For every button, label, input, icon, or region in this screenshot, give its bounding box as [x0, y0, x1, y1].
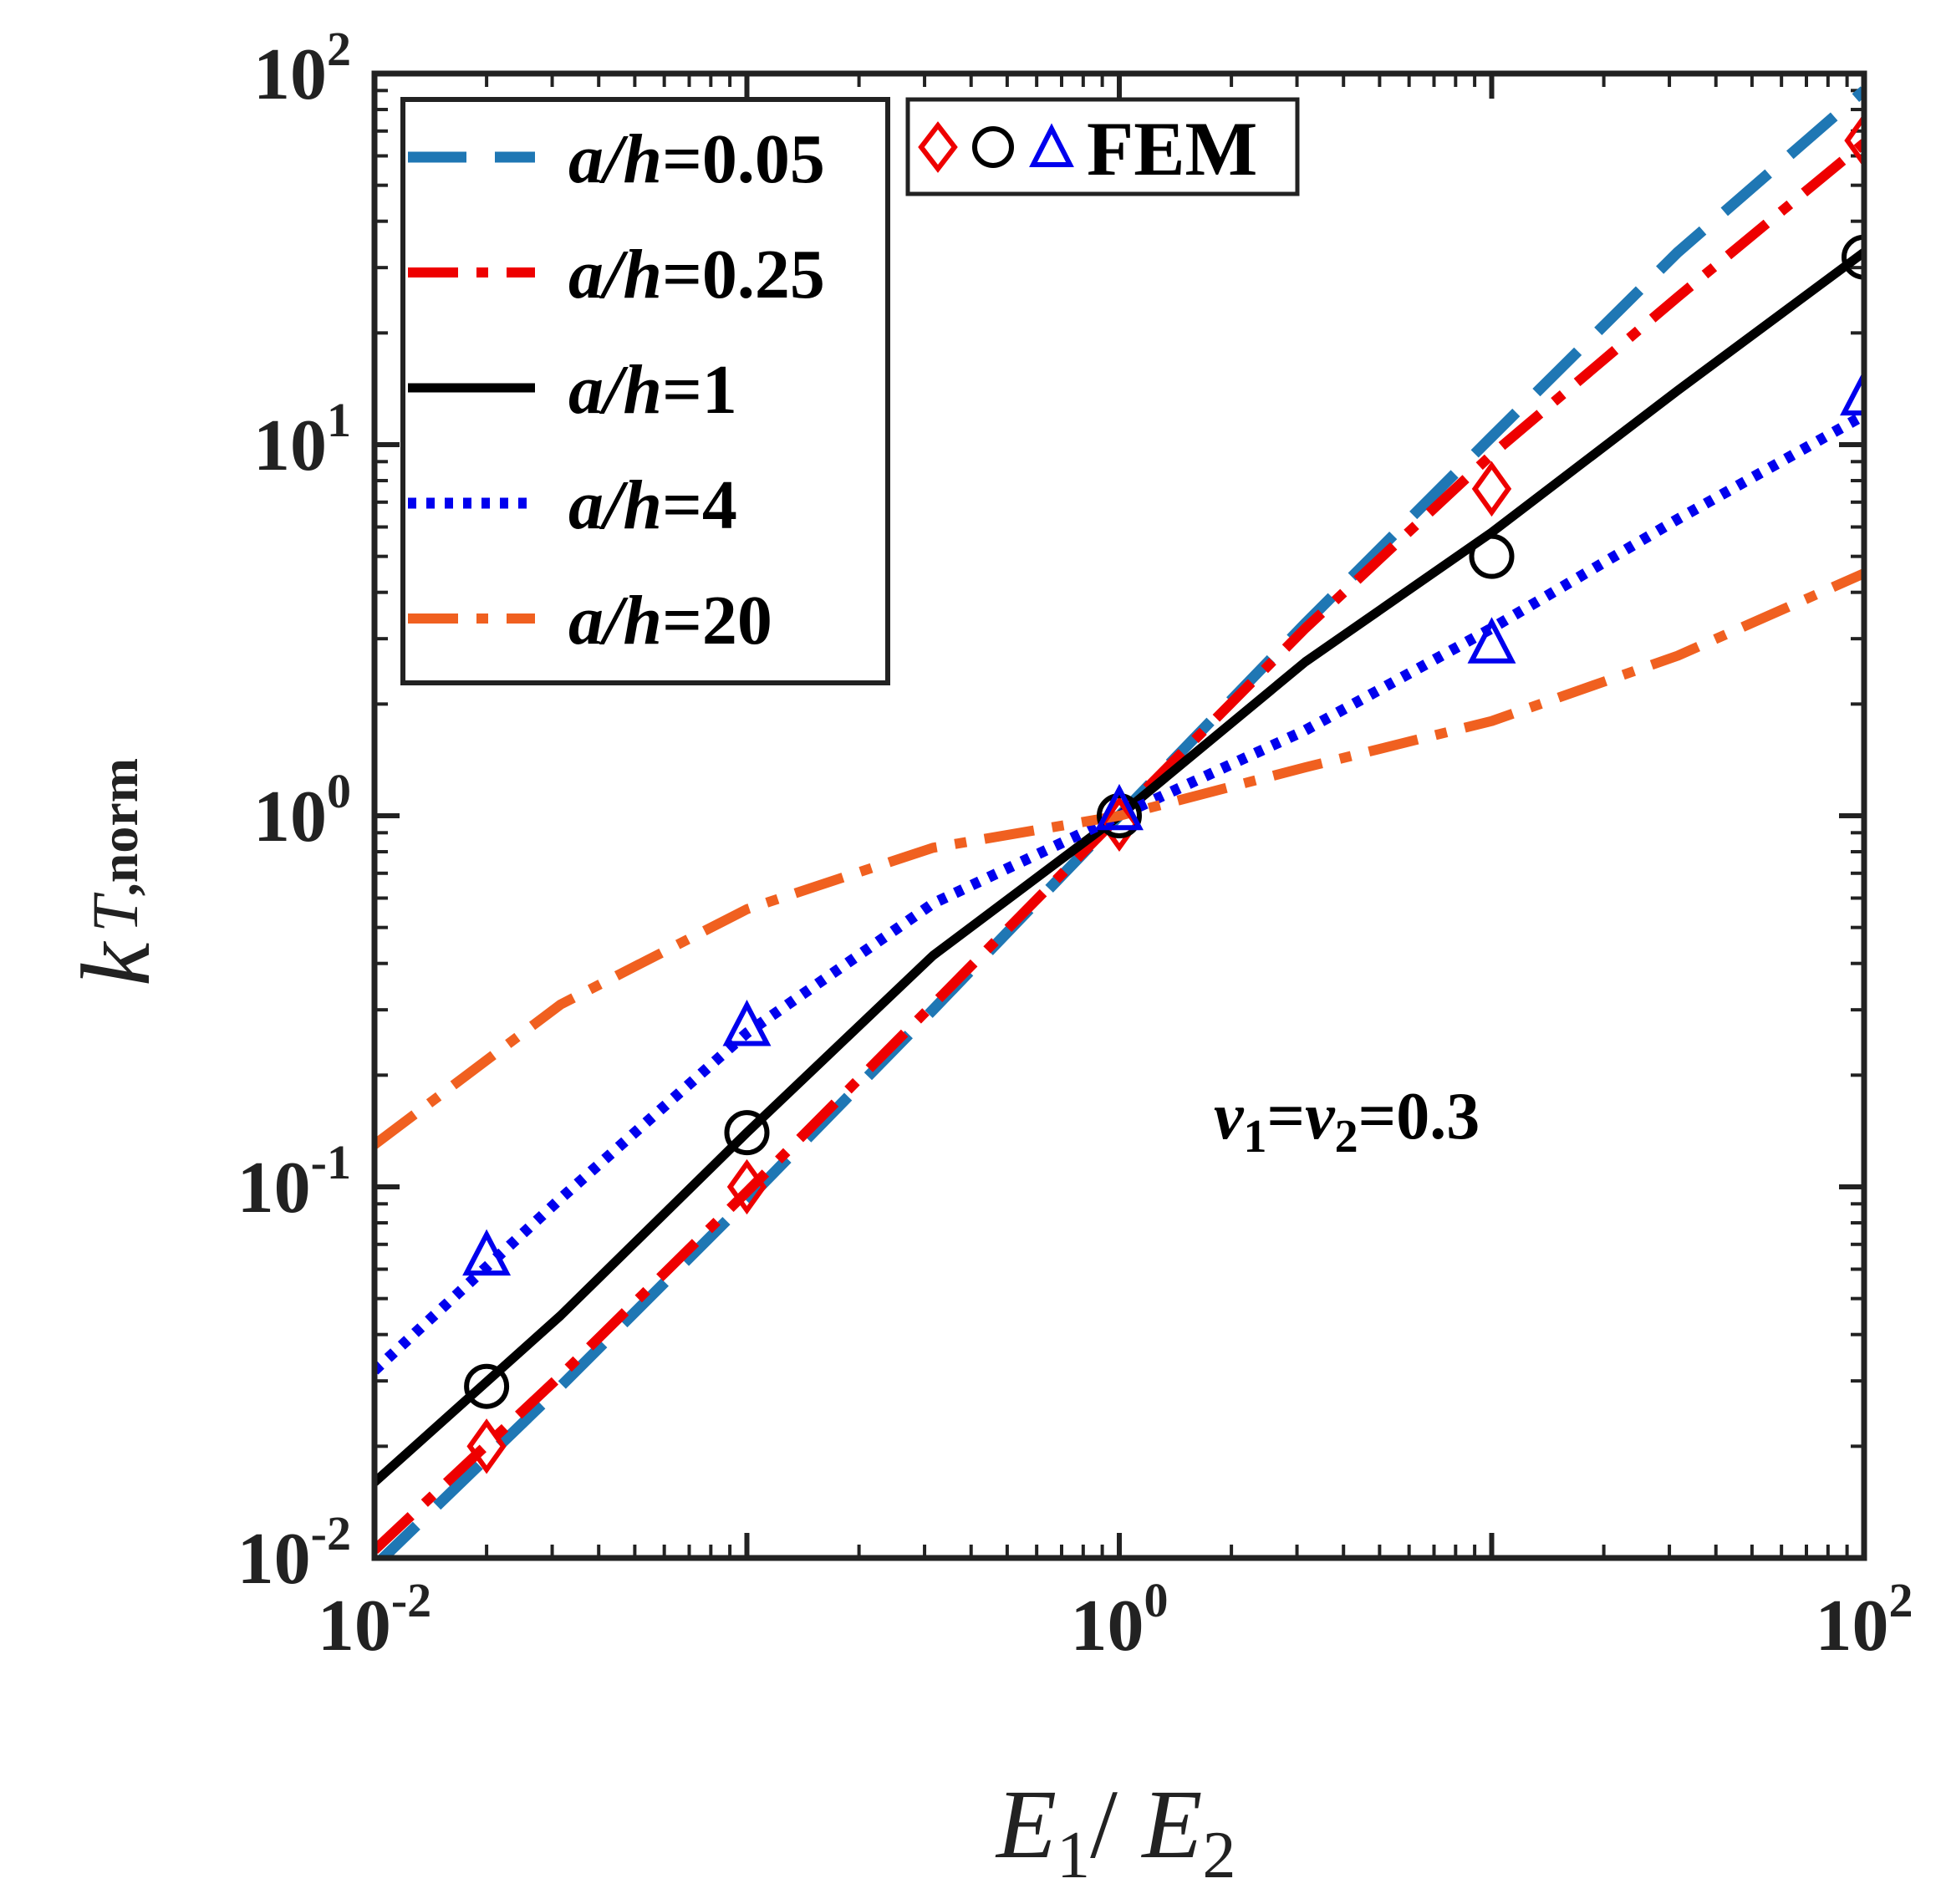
annot-sub2: 2: [1335, 1111, 1358, 1163]
annot-eq1: =: [1267, 1080, 1306, 1153]
xlabel-spacer: [1118, 1769, 1143, 1879]
legend-label: a/h=0.05: [568, 120, 825, 198]
fem-marker-diamond: [726, 1158, 767, 1215]
poisson-annotation: ν1=ν2=0.3: [1214, 1080, 1480, 1163]
x-axis-label: E1/ E2: [995, 1769, 1235, 1892]
y-axis-label: kT,norm: [61, 758, 171, 986]
annot-sub1: 1: [1244, 1111, 1267, 1163]
fem-marker-circle: [1097, 793, 1142, 838]
xlabel-sub1: 1: [1057, 1819, 1090, 1892]
ylabel-sub: T: [79, 893, 151, 933]
fem-legend-circle: [972, 126, 1014, 168]
fem-markers: [462, 112, 1864, 1474]
fem-marker-circle: [1842, 234, 1864, 280]
y-tick-label: 10-2: [237, 1506, 351, 1600]
xlabel-e1: E: [995, 1769, 1057, 1879]
fem-legend: FEM: [905, 97, 1300, 196]
x-tick-label: 102: [1816, 1573, 1913, 1667]
series-line-a-h-4: [374, 410, 1864, 1375]
tick-labels: 10-2 100 102 10-2 10-1 100 101 102: [237, 22, 1913, 1667]
y-tick-label: 101: [253, 393, 351, 486]
legend-label: a/h=0.25: [568, 236, 825, 313]
fem-marker-triangle: [1840, 369, 1864, 416]
fem-marker-diamond: [1471, 461, 1512, 517]
legend-entries: a/h=0.05 a/h=0.25 a/h=1 a/h=4 a/h=20: [408, 120, 825, 659]
fem-legend-label: FEM: [1087, 106, 1257, 191]
x-tick-label: 100: [1071, 1573, 1169, 1667]
fem-marker-circle: [1469, 533, 1515, 579]
xlabel-sub2: 2: [1202, 1819, 1235, 1892]
series-lines: [374, 86, 1864, 1558]
legend-label: a/h=20: [568, 582, 772, 659]
ylabel-subsub: ,norm: [89, 758, 149, 896]
series-line-a-h-20: [374, 568, 1864, 1149]
x-tick-label: 10-2: [318, 1573, 431, 1667]
annot-eq2: =0.3: [1358, 1080, 1480, 1153]
annot-nu1: ν: [1214, 1080, 1245, 1153]
legend-label: a/h=4: [568, 466, 737, 544]
annot-nu2: ν: [1305, 1080, 1336, 1153]
y-tick-label: 102: [253, 22, 351, 115]
fem-marker-diamond: [466, 1418, 507, 1474]
fem-marker-diamond: [1844, 112, 1864, 169]
legend-label: a/h=1: [568, 351, 737, 429]
fem-marker-circle: [724, 1110, 770, 1156]
series-line-a-h-0-25: [374, 139, 1864, 1554]
plot-frame: [371, 70, 1867, 1561]
y-tick-label: 10-1: [237, 1135, 351, 1229]
fem-marker-circle: [464, 1363, 510, 1409]
fem-marker-triangle: [1467, 617, 1516, 664]
xlabel-slash: /: [1090, 1769, 1118, 1879]
xlabel-e2: E: [1140, 1769, 1202, 1879]
fem-marker-triangle: [1095, 783, 1144, 831]
fem-legend-diamond: [918, 121, 958, 173]
y-tick-label: 100: [253, 764, 351, 858]
fem-marker-triangle: [722, 999, 772, 1046]
plot-area: [374, 86, 1864, 1558]
ylabel-k: k: [61, 940, 171, 986]
fem-marker-diamond: [1099, 796, 1139, 853]
fem-legend-triangle: [1029, 123, 1074, 167]
fem-marker-triangle: [462, 1229, 512, 1276]
legend: a/h=0.05 a/h=0.25 a/h=1 a/h=4 a/h=20: [400, 97, 890, 685]
